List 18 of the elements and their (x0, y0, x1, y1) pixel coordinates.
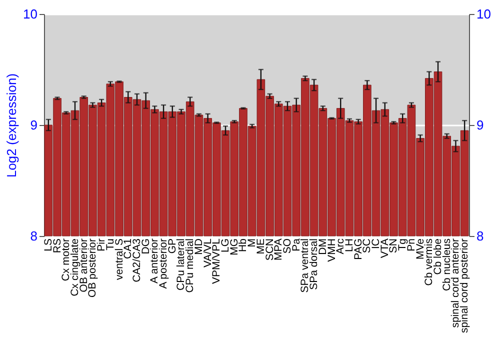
x-tick-label: OB posterior (86, 238, 99, 298)
x-tick-label: LH (343, 238, 356, 252)
y2-tick-label: 8 (476, 228, 484, 244)
x-tick-label: MD (192, 238, 205, 255)
x-tick-label: Tu (104, 238, 116, 250)
y-tick-label: 10 (23, 6, 38, 22)
x-tick-label: Tg (396, 238, 409, 251)
y2-tick-label: 10 (476, 6, 491, 22)
x-tick-label: SO (281, 238, 294, 254)
y-axis-title: Log2 (expression) (4, 73, 20, 178)
x-tick-label: spinal cord posterior (458, 238, 471, 334)
x-tick-label: Cx cingulate (68, 238, 81, 296)
y-tick-label: 8 (30, 228, 38, 244)
y2-tick-label: 9 (476, 118, 484, 132)
x-tick-label: DM (316, 238, 329, 255)
y-tick-label: 9 (30, 118, 38, 132)
x-tick-label: A posterior (158, 238, 170, 289)
x-tick-label: ME (254, 238, 267, 254)
